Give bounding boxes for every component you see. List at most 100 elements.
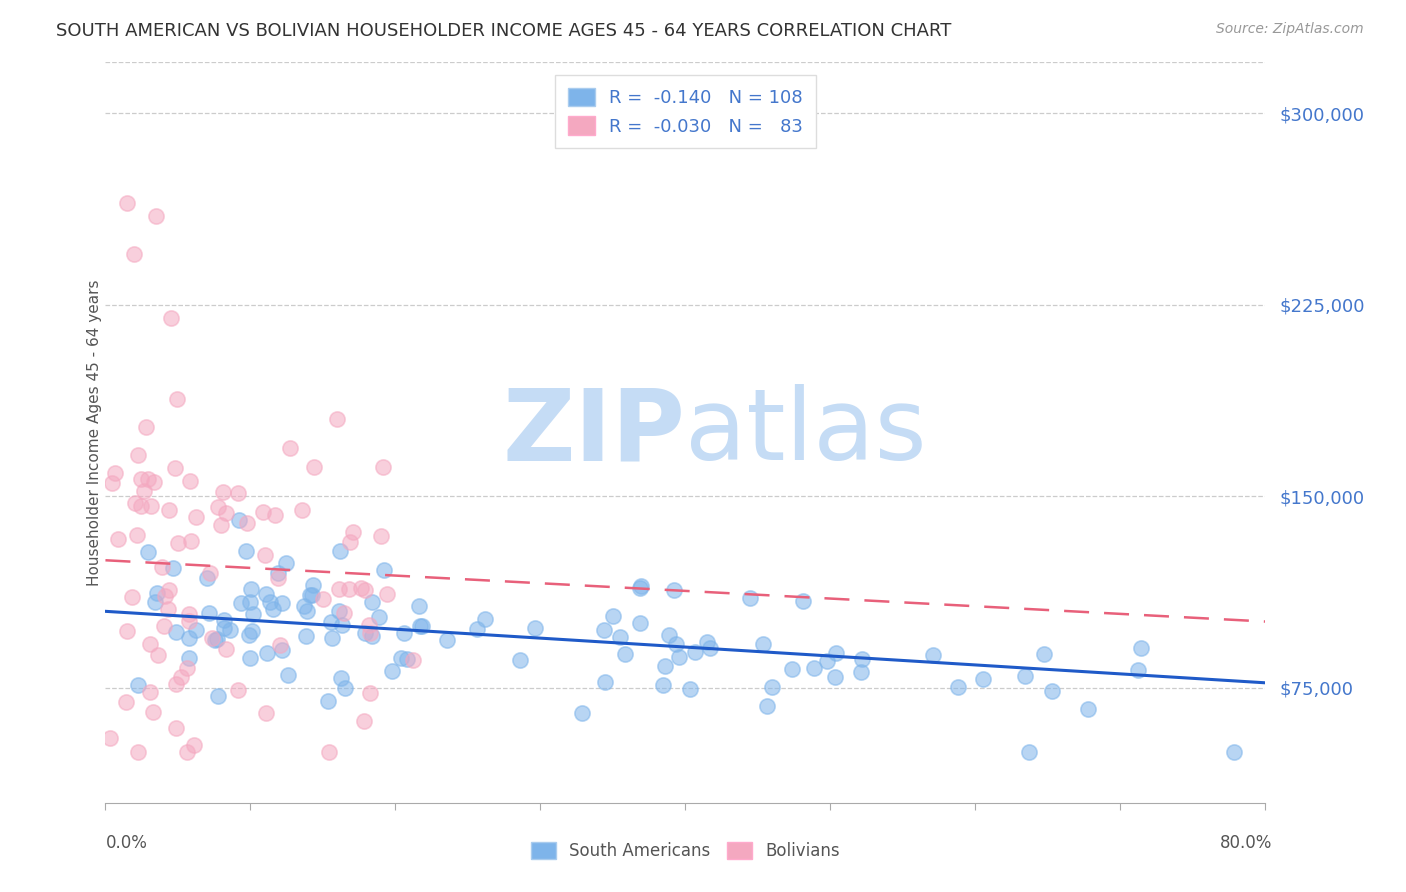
- Point: [179, 474, 201, 488]
- Point: [329, 543, 352, 558]
- Point: [177, 607, 200, 621]
- Point: [359, 617, 381, 632]
- Point: [628, 582, 651, 596]
- Point: [302, 578, 325, 592]
- Point: [264, 508, 287, 523]
- Point: [651, 678, 673, 692]
- Point: [132, 483, 155, 498]
- Point: [184, 510, 207, 524]
- Point: [209, 518, 232, 533]
- Point: [662, 582, 685, 597]
- Point: [367, 610, 389, 624]
- Point: [291, 503, 314, 517]
- Point: [396, 652, 419, 666]
- Point: [593, 624, 616, 638]
- Point: [198, 566, 221, 580]
- Point: [242, 607, 264, 621]
- Point: [165, 677, 187, 691]
- Y-axis label: Householder Income Ages 45 - 64 years: Householder Income Ages 45 - 64 years: [87, 279, 101, 586]
- Point: [318, 745, 340, 759]
- Point: [354, 582, 377, 597]
- Point: [141, 499, 163, 513]
- Point: [179, 614, 201, 628]
- Text: atlas: atlas: [686, 384, 927, 481]
- Point: [782, 662, 804, 676]
- Point: [195, 571, 218, 585]
- Point: [824, 670, 846, 684]
- Point: [215, 506, 238, 520]
- Point: [756, 699, 779, 714]
- Point: [183, 738, 205, 752]
- Point: [668, 650, 690, 665]
- Point: [301, 588, 323, 602]
- Point: [267, 571, 290, 585]
- Point: [295, 629, 318, 643]
- Point: [571, 706, 593, 720]
- Point: [136, 472, 159, 486]
- Point: [214, 621, 236, 635]
- Point: [292, 599, 315, 613]
- Text: Source: ZipAtlas.com: Source: ZipAtlas.com: [1216, 22, 1364, 37]
- Point: [325, 412, 347, 426]
- Point: [270, 596, 292, 610]
- Point: [436, 632, 458, 647]
- Point: [824, 646, 846, 660]
- Point: [373, 460, 395, 475]
- Point: [370, 529, 392, 543]
- Point: [240, 624, 263, 638]
- Point: [256, 646, 278, 660]
- Point: [740, 591, 762, 606]
- Point: [696, 634, 718, 648]
- Point: [211, 485, 233, 500]
- Point: [204, 632, 226, 647]
- Point: [143, 475, 166, 490]
- Point: [146, 648, 169, 662]
- Point: [792, 594, 814, 608]
- Point: [135, 419, 157, 434]
- Point: [274, 557, 297, 571]
- Point: [679, 682, 702, 697]
- Point: [277, 667, 299, 681]
- Point: [359, 626, 381, 640]
- Point: [302, 460, 325, 475]
- Text: SOUTH AMERICAN VS BOLIVIAN HOUSEHOLDER INCOME AGES 45 - 64 YEARS CORRELATION CHA: SOUTH AMERICAN VS BOLIVIAN HOUSEHOLDER I…: [56, 22, 952, 40]
- Point: [142, 705, 165, 719]
- Point: [155, 589, 177, 603]
- Point: [665, 637, 688, 651]
- Point: [921, 648, 943, 662]
- Point: [752, 637, 775, 651]
- Point: [235, 544, 257, 558]
- Point: [239, 595, 262, 609]
- Point: [101, 475, 124, 490]
- Point: [239, 651, 262, 665]
- Point: [628, 616, 651, 631]
- Point: [228, 513, 250, 527]
- Point: [321, 631, 343, 645]
- Point: [124, 495, 146, 509]
- Point: [114, 695, 136, 709]
- Point: [392, 625, 415, 640]
- Point: [138, 636, 160, 650]
- Text: 80.0%: 80.0%: [1220, 834, 1272, 852]
- Point: [267, 566, 290, 581]
- Point: [353, 714, 375, 728]
- Point: [150, 559, 173, 574]
- Point: [162, 561, 184, 575]
- Point: [129, 472, 152, 486]
- Point: [201, 631, 224, 645]
- Point: [851, 652, 873, 666]
- Point: [683, 645, 706, 659]
- Point: [226, 682, 249, 697]
- Point: [360, 629, 382, 643]
- Point: [613, 647, 636, 661]
- Point: [177, 651, 200, 665]
- Legend: South Americans, Bolivians: South Americans, Bolivians: [523, 834, 848, 869]
- Point: [602, 608, 624, 623]
- Point: [165, 625, 187, 640]
- Point: [318, 694, 340, 708]
- Point: [136, 545, 159, 559]
- Point: [127, 745, 149, 759]
- Point: [143, 595, 166, 609]
- Point: [595, 675, 617, 690]
- Point: [630, 579, 652, 593]
